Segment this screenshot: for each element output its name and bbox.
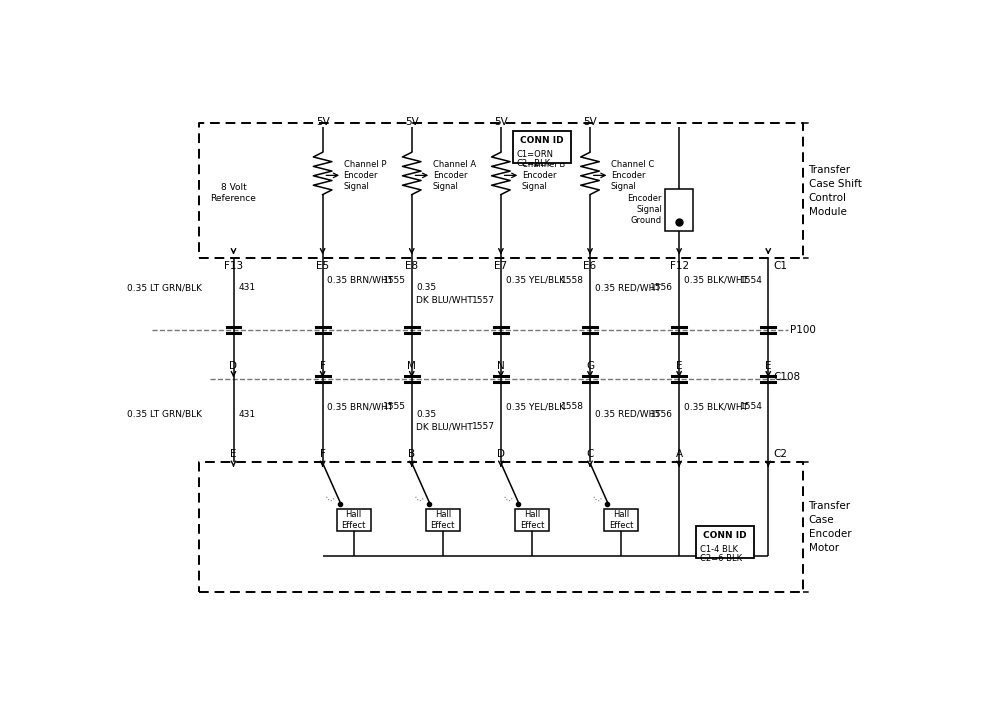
Bar	[604, 509, 638, 531]
Text: F: F	[320, 449, 326, 459]
Text: Channel A
Encoder
Signal: Channel A Encoder Signal	[433, 160, 476, 191]
Text: C108: C108	[773, 372, 800, 383]
Text: 5V: 5V	[583, 117, 597, 128]
Text: Hall
Effect: Hall Effect	[341, 510, 366, 530]
Text: M: M	[407, 361, 416, 372]
Text: 0.35 YEL/BLK: 0.35 YEL/BLK	[506, 402, 565, 411]
Text: 1558: 1558	[561, 275, 584, 285]
Bar	[696, 526, 754, 559]
Text: E: E	[676, 361, 682, 372]
Text: C1-4 BLK: C1-4 BLK	[700, 545, 738, 554]
Text: CONN ID: CONN ID	[703, 531, 747, 540]
Text: E5: E5	[316, 261, 329, 271]
Text: 431: 431	[238, 283, 255, 292]
Text: 0.35: 0.35	[416, 410, 437, 419]
Text: 1554: 1554	[740, 402, 762, 411]
Text: C2: C2	[773, 449, 787, 459]
Text: F12: F12	[670, 261, 689, 271]
Text: F13: F13	[224, 261, 243, 271]
Text: Channel C
Encoder
Signal: Channel C Encoder Signal	[611, 160, 654, 191]
Text: B: B	[408, 449, 415, 459]
Text: Channel P
Encoder
Signal: Channel P Encoder Signal	[344, 160, 386, 191]
Text: 0.35 BLK/WHT: 0.35 BLK/WHT	[684, 275, 748, 285]
Text: D: D	[230, 361, 238, 372]
Text: E: E	[230, 449, 237, 459]
Text: 0.35 LT GRN/BLK: 0.35 LT GRN/BLK	[127, 283, 202, 292]
Text: P100: P100	[790, 325, 816, 335]
Text: DK BLU/WHT: DK BLU/WHT	[416, 422, 473, 431]
Text: 0.35 BRN/WHT: 0.35 BRN/WHT	[327, 275, 393, 285]
Text: 8 Volt
Reference: 8 Volt Reference	[211, 183, 256, 203]
Text: E: E	[765, 361, 772, 372]
Text: 0.35 YEL/BLK: 0.35 YEL/BLK	[506, 275, 565, 285]
Text: C1: C1	[773, 261, 787, 271]
Text: N: N	[497, 361, 505, 372]
Text: Hall
Effect: Hall Effect	[609, 510, 633, 530]
Text: C2=6 BLK: C2=6 BLK	[700, 554, 742, 563]
Text: 0.35 RED/WHT: 0.35 RED/WHT	[595, 283, 660, 292]
Text: E7: E7	[494, 261, 507, 271]
Text: C1=ORN: C1=ORN	[516, 149, 553, 158]
Text: Hall
Effect: Hall Effect	[431, 510, 455, 530]
Text: 1557: 1557	[472, 296, 495, 305]
Text: 1557: 1557	[472, 422, 495, 431]
Text: 0.35 BRN/WHT: 0.35 BRN/WHT	[327, 402, 393, 411]
Bar	[426, 509, 460, 531]
Text: 1558: 1558	[561, 402, 584, 411]
Text: Transfer
Case Shift
Control
Module: Transfer Case Shift Control Module	[809, 165, 861, 217]
Text: Transfer
Case
Encoder
Motor: Transfer Case Encoder Motor	[809, 501, 851, 553]
Text: Hall
Effect: Hall Effect	[520, 510, 544, 530]
Text: 5V: 5V	[405, 117, 419, 128]
Text: 0.35 RED/WHT: 0.35 RED/WHT	[595, 410, 660, 419]
Text: E8: E8	[405, 261, 418, 271]
Text: 1554: 1554	[740, 275, 762, 285]
Bar	[665, 189, 693, 231]
Text: 1555: 1555	[383, 402, 406, 411]
Text: Channel B
Encoder
Signal: Channel B Encoder Signal	[522, 160, 565, 191]
Text: 5V: 5V	[316, 117, 330, 128]
Text: 0.35: 0.35	[416, 283, 437, 292]
Text: 1555: 1555	[383, 275, 406, 285]
Bar	[512, 131, 571, 163]
Text: E6: E6	[583, 261, 597, 271]
Text: 431: 431	[238, 410, 255, 419]
Text: CONN ID: CONN ID	[520, 136, 563, 144]
Text: DK BLU/WHT: DK BLU/WHT	[416, 296, 473, 305]
Text: F: F	[320, 361, 326, 372]
Text: G: G	[586, 361, 594, 372]
Text: 1556: 1556	[650, 410, 673, 419]
Text: 0.35 BLK/WHT: 0.35 BLK/WHT	[684, 402, 748, 411]
Text: C: C	[586, 449, 594, 459]
Text: Encoder
Signal
Ground: Encoder Signal Ground	[628, 194, 662, 225]
Text: A: A	[676, 449, 683, 459]
Text: D: D	[497, 449, 505, 459]
Bar	[337, 509, 371, 531]
Text: 5V: 5V	[494, 117, 508, 128]
Text: 0.35 LT GRN/BLK: 0.35 LT GRN/BLK	[127, 410, 202, 419]
Text: C2=BLK: C2=BLK	[516, 159, 550, 168]
Text: 1556: 1556	[650, 283, 673, 292]
Bar	[515, 509, 549, 531]
